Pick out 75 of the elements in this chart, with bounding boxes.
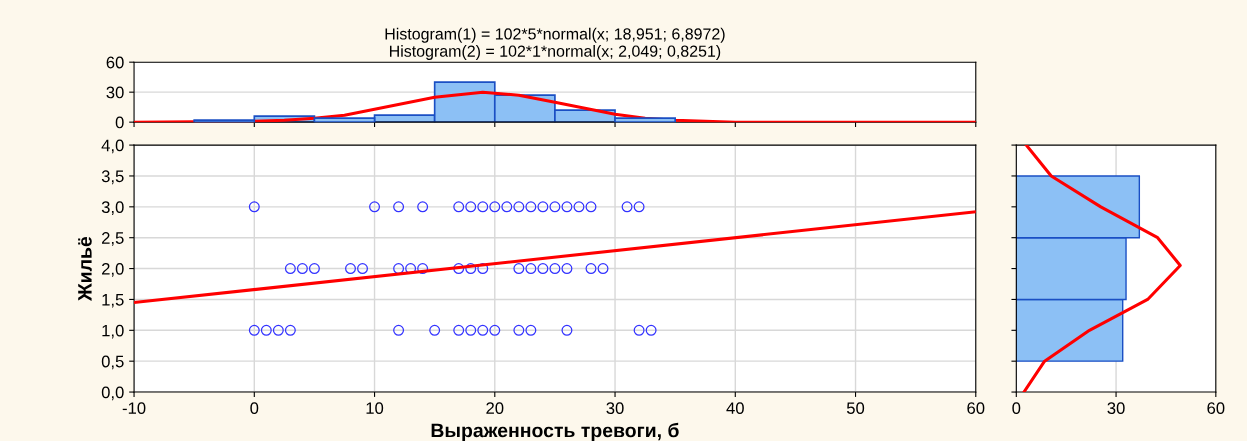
- y-axis-title: Жильё: [78, 236, 92, 301]
- x-tick-label: 30: [606, 402, 624, 415]
- point: [489, 324, 501, 336]
- point: [453, 201, 465, 213]
- x-axis-title: Выраженность тревоги, б: [431, 422, 679, 441]
- point: [561, 201, 573, 213]
- x-tick-label: 60: [1207, 402, 1225, 415]
- point: [525, 201, 537, 213]
- point: [633, 201, 645, 213]
- point: [549, 201, 561, 213]
- y-tick-label: 60: [106, 56, 124, 69]
- point: [465, 324, 477, 336]
- x-tick-label: 0: [1012, 402, 1021, 415]
- point: [308, 263, 320, 275]
- point: [585, 263, 597, 275]
- y-tick-label: 2,0: [102, 262, 124, 277]
- x-tick-label: 20: [486, 402, 504, 415]
- point: [513, 324, 525, 336]
- point: [597, 263, 609, 275]
- x-tick-label: 30: [1107, 402, 1125, 415]
- point: [633, 324, 645, 336]
- point: [537, 263, 549, 275]
- point: [296, 263, 308, 275]
- x-tick-label: 60: [967, 402, 985, 415]
- point: [393, 324, 405, 336]
- point: [284, 263, 296, 275]
- point: [477, 324, 489, 336]
- point: [537, 201, 549, 213]
- point: [477, 263, 489, 275]
- y-tick-label: 0,5: [101, 355, 124, 370]
- point: [477, 201, 489, 213]
- x-tick-label: 0: [250, 402, 259, 415]
- point: [585, 201, 597, 213]
- point: [549, 263, 561, 275]
- point: [284, 324, 296, 336]
- x-tick-label: 50: [846, 402, 865, 415]
- point: [369, 201, 381, 213]
- point: [489, 201, 501, 213]
- point: [501, 201, 513, 213]
- y-tick-label: 30: [106, 86, 124, 99]
- y-tick-label: 2,5: [102, 232, 124, 246]
- point: [345, 263, 356, 275]
- point: [465, 263, 477, 275]
- y-tick-label: 0,0: [101, 386, 124, 401]
- point: [525, 324, 537, 336]
- point: [453, 263, 465, 275]
- point: [573, 201, 585, 213]
- x-tick-label: 40: [726, 402, 744, 415]
- point: [525, 263, 537, 275]
- point: [513, 201, 525, 213]
- point: [465, 201, 477, 213]
- point: [393, 201, 405, 213]
- x-tick-label: -10: [122, 402, 146, 415]
- point: [645, 324, 657, 336]
- point: [260, 324, 272, 336]
- point: [513, 263, 525, 275]
- point: [417, 201, 429, 213]
- y-tick-label: 0: [115, 116, 124, 129]
- point: [248, 324, 260, 336]
- point: [561, 263, 573, 275]
- point: [357, 263, 369, 275]
- x-tick-label: 10: [366, 402, 384, 415]
- y-tick-label: 3,5: [101, 170, 124, 185]
- point: [272, 324, 284, 336]
- point: [248, 201, 260, 213]
- point: [417, 263, 429, 275]
- point: [561, 324, 573, 336]
- y-tick-label: 4,0: [101, 139, 124, 154]
- y-tick-label: 1,5: [102, 294, 124, 308]
- y-tick-label: 3,0: [101, 201, 124, 215]
- y-tick-label: 1,0: [102, 324, 124, 339]
- point: [621, 201, 633, 213]
- point: [453, 324, 465, 336]
- point: [429, 324, 441, 336]
- chart-title: Histogram(1) = 102*5*normal(x; 18,951; 6,8972) Histogram(2) = 102*1*normal(x; 2,049; 0,8251): [385, 27, 725, 60]
